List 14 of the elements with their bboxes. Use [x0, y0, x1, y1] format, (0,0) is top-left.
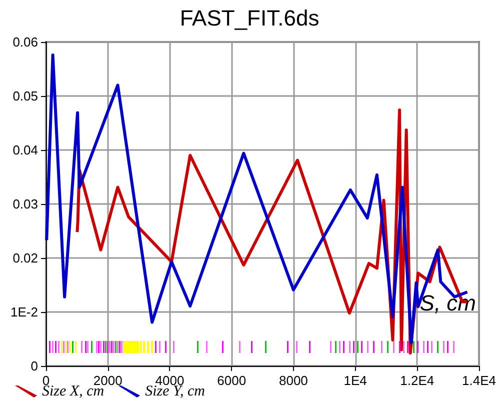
y-tick-label: 1E-2	[10, 304, 38, 320]
y-tick-label: 0.02	[12, 250, 38, 266]
x-tick-label: 6000	[217, 373, 246, 388]
x-tick-label: 2000	[93, 373, 122, 388]
chart-title: FAST_FIT.6ds	[180, 6, 320, 30]
x-tick-label: 1E4	[344, 373, 367, 388]
y-tick-label: 0.03	[12, 196, 38, 212]
y-tick-label: 0.06	[12, 34, 38, 50]
y-tick-label: 0	[30, 358, 38, 374]
x-tick-label: 8000	[278, 373, 308, 388]
y-tick-label: 0.04	[12, 142, 38, 158]
x-tick-label: 1.2E4	[400, 373, 434, 388]
x-tick-label: 1.4E4	[462, 373, 496, 388]
y-tick-label: 0.05	[12, 88, 38, 104]
